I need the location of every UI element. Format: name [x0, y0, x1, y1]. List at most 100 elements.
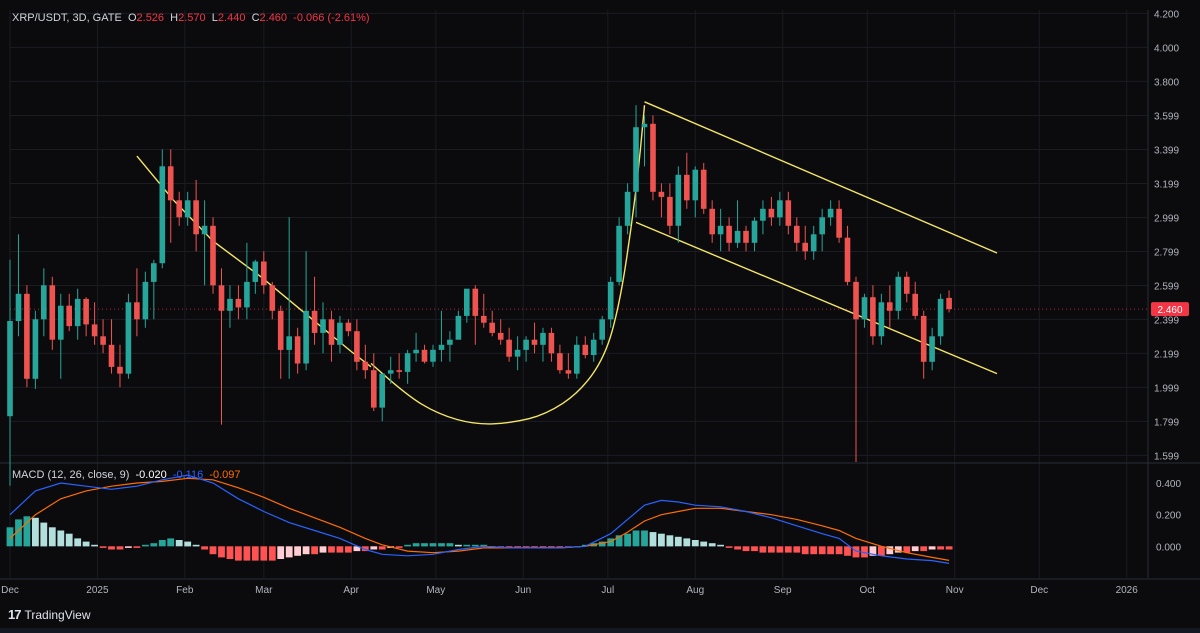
macd-histogram-bar — [336, 546, 344, 553]
candle-bullish — [74, 298, 81, 327]
cup-curve-line — [370, 105, 646, 425]
macd-tick-label: 0.000 — [1156, 542, 1181, 553]
macd-histogram-bar — [903, 546, 911, 553]
channel-upper-line — [644, 101, 998, 254]
candle-bearish — [277, 310, 284, 350]
macd-histogram-bar — [167, 538, 175, 547]
macd-histogram-bar — [827, 546, 834, 555]
time-tick-label: Mar — [255, 585, 273, 596]
candle-bullish — [379, 373, 385, 408]
candle-bullish — [633, 127, 639, 192]
macd-legend[interactable]: MACD (12, 26, close, 9) -0.020 -0.116 -0… — [12, 469, 241, 481]
candle-bearish — [785, 200, 792, 226]
macd-histogram-bar — [886, 546, 894, 555]
price-tick-label: 2.399 — [1154, 315, 1179, 326]
symbol-legend[interactable]: XRP/USDT, 3D, GATE O2.526 H2.570 L2.440 … — [12, 12, 370, 24]
candle-bearish — [371, 370, 377, 408]
macd-histogram-bar — [412, 543, 420, 547]
candle-bearish — [531, 339, 538, 345]
macd-histogram-bar — [65, 533, 73, 547]
macd-histogram-bar — [607, 538, 615, 547]
price-tick-label: 4.000 — [1154, 43, 1179, 54]
time-tick-label: Dec — [1, 585, 19, 596]
macd-histogram-bar — [446, 543, 454, 547]
macd-histogram-bar — [708, 543, 716, 547]
time-tick-label: 2026 — [1116, 585, 1139, 596]
macd-histogram-bar — [133, 546, 141, 548]
price-tick-label: 2.799 — [1154, 248, 1179, 259]
macd-histogram-bar — [319, 546, 327, 553]
macd-histogram-bar — [311, 546, 318, 555]
candle-bearish — [294, 336, 301, 364]
candle-bearish — [684, 174, 690, 201]
macd-histogram-bar — [345, 546, 352, 553]
macd-histogram-bar — [911, 546, 919, 552]
candle-bearish — [794, 225, 800, 243]
macd-histogram-bar — [751, 546, 758, 552]
macd-histogram-bar — [82, 541, 90, 547]
candle-bearish — [472, 288, 479, 316]
candles — [7, 105, 952, 486]
low-label: L — [211, 12, 218, 24]
price-axis[interactable]: 4.200 4.000 3.800 3.599 3.399 3.199 2.999 2.799… — [1154, 9, 1179, 462]
macd-histogram-bar — [48, 527, 56, 547]
candle-bullish — [599, 319, 605, 340]
macd-histogram-bar — [649, 532, 657, 547]
price-tick-label: 1.999 — [1154, 383, 1179, 394]
candle-bullish — [929, 336, 935, 362]
candle-bearish — [421, 349, 428, 362]
high-label: H — [170, 12, 179, 24]
macd-histogram-bar — [522, 546, 530, 548]
signal-value: -0.116 — [172, 469, 204, 481]
macd-histogram-bar — [742, 546, 750, 552]
candle-bullish — [641, 123, 648, 128]
time-axis[interactable]: Dec 2025 Feb Mar Apr May Jun Jul Aug Sep Oct Nov Dec… — [1, 585, 1138, 596]
candle-bearish — [345, 322, 352, 332]
macd-axis[interactable]: 0.400 0.200 0.000 — [1156, 479, 1181, 553]
macd-histogram-bar — [6, 527, 14, 547]
price-tick-label: 3.399 — [1154, 146, 1179, 157]
macd-histogram-bar — [260, 546, 268, 561]
time-tick-label: Oct — [860, 585, 876, 596]
candle-bullish — [624, 191, 631, 226]
macd-histogram-bar — [937, 546, 944, 550]
macd-histogram-bar — [632, 530, 640, 547]
macd-histogram-bar — [683, 538, 691, 547]
close-value: 2.460 — [259, 12, 288, 24]
candle-bullish — [125, 302, 132, 374]
tradingview-logo[interactable]: 17 TradingView — [8, 607, 91, 622]
macd-histogram-bar — [810, 546, 818, 555]
macd-histogram-bar — [201, 546, 208, 550]
candle-bullish — [337, 322, 343, 345]
macd-histogram-bar — [192, 544, 200, 547]
macd-histogram-bar — [23, 516, 31, 547]
macd-histogram-bar — [158, 540, 166, 547]
candle-bearish — [218, 285, 225, 311]
candle-bullish — [7, 321, 13, 417]
macd-histogram-bar — [725, 546, 733, 548]
symbol-name[interactable]: XRP/USDT, 3D, GATE — [12, 12, 122, 24]
macd-histogram-bar — [353, 546, 361, 552]
high-value: 2.570 — [178, 12, 206, 24]
candle-bullish — [404, 353, 411, 372]
candle-bearish — [497, 332, 504, 340]
macd-histogram-bar — [666, 535, 674, 547]
macd-histogram-bar — [531, 546, 538, 548]
last-price-marker: 2.460 — [1151, 302, 1189, 317]
price-tick-label: 4.200 — [1154, 9, 1179, 20]
candle-bearish — [920, 315, 927, 362]
candle-bullish — [590, 339, 597, 355]
macd-histogram-bar — [395, 546, 403, 548]
candle-bullish — [142, 281, 149, 320]
last-price-label: 2.460 — [1157, 305, 1182, 316]
candle-bullish — [523, 339, 529, 350]
candle-bearish — [836, 208, 842, 238]
macd-histogram-bar — [268, 546, 276, 561]
candle-bearish — [83, 298, 89, 325]
macd-indicator-label[interactable]: MACD (12, 26, close, 9) — [12, 469, 130, 481]
macd-histogram-bar — [844, 546, 851, 556]
candle-bearish — [489, 322, 495, 333]
candle-bearish — [700, 169, 707, 209]
macd-tick-label: 0.200 — [1156, 511, 1181, 522]
